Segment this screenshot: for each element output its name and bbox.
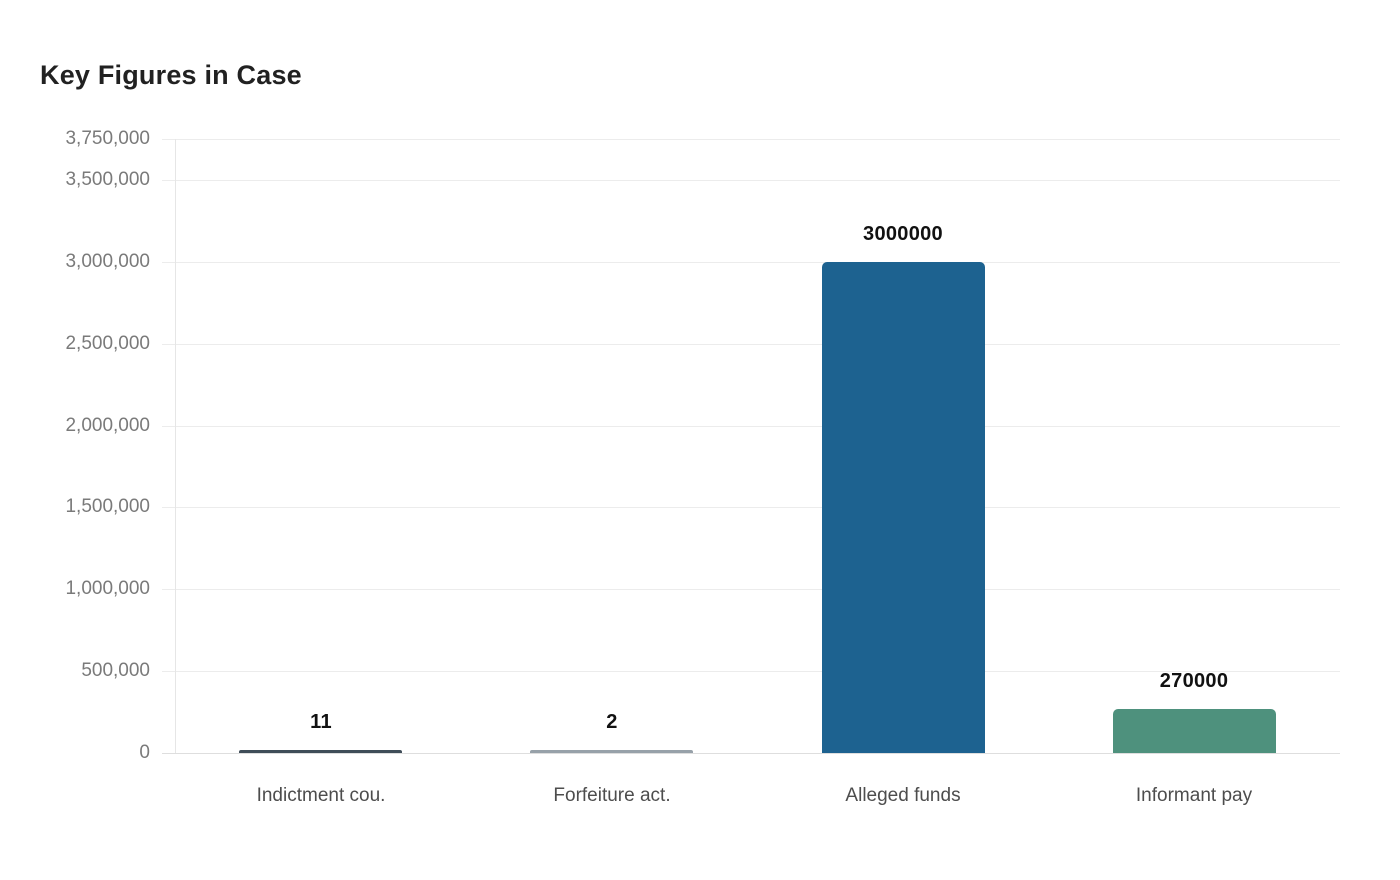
bar-informant-pay[interactable] (1113, 709, 1276, 753)
y-axis-tick-label: 500,000 (81, 660, 150, 681)
x-axis-category-label: Informant pay (1135, 785, 1253, 806)
chart-title: Key Figures in Case (40, 60, 302, 90)
bar-value-label: 11 (310, 711, 332, 733)
y-axis-tick-label: 3,000,000 (65, 251, 150, 272)
gridline (162, 589, 1340, 590)
y-axis-line (175, 139, 176, 753)
gridline (162, 262, 1340, 263)
gridline (162, 344, 1340, 345)
x-axis-category-label: Indictment cou. (256, 785, 386, 806)
bar-value-label: 2 (606, 711, 618, 733)
x-axis-category-label: Forfeiture act. (553, 785, 671, 806)
bar-alleged-funds[interactable] (822, 262, 985, 753)
y-axis-tick-label: 2,000,000 (65, 415, 150, 436)
y-axis-tick-label: 1,500,000 (65, 496, 150, 517)
gridline (162, 753, 1340, 754)
x-axis-category-label: Alleged funds (845, 785, 961, 806)
y-axis-tick-label: 3,500,000 (65, 169, 150, 190)
gridline (162, 139, 1340, 140)
gridline (162, 426, 1340, 427)
y-axis-tick-label: 1,000,000 (65, 578, 150, 599)
y-axis-tick-label: 0 (139, 742, 150, 763)
y-axis-tick-label: 3,750,000 (65, 128, 150, 149)
gridline (162, 671, 1340, 672)
y-axis-tick-label: 2,500,000 (65, 333, 150, 354)
bar-indictment-cou[interactable] (239, 750, 402, 753)
bar-value-label: 3000000 (863, 223, 943, 245)
bar-forfeiture-act[interactable] (530, 750, 693, 753)
gridline (162, 180, 1340, 181)
bar-value-label: 270000 (1159, 670, 1229, 692)
gridline (162, 507, 1340, 508)
